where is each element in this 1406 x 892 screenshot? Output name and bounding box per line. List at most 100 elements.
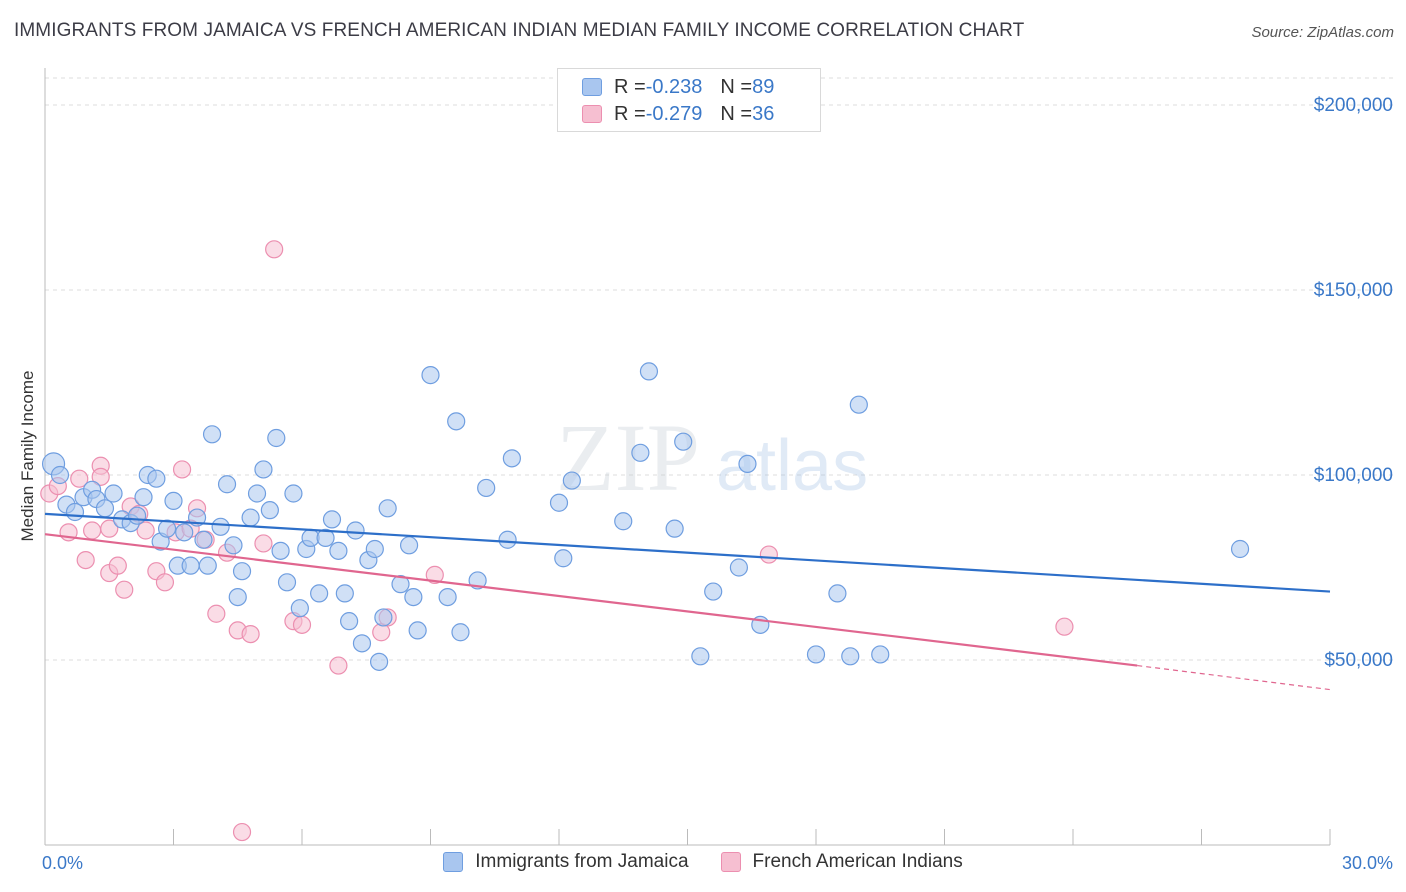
jamaica-point (841, 647, 860, 666)
jamaica-point (340, 612, 359, 631)
jamaica-point (639, 362, 659, 381)
legend-row-french: R = -0.279 N = 36 (582, 101, 774, 127)
jamaica-swatch (582, 78, 602, 96)
n-value: 36 (752, 102, 775, 125)
french-point (232, 822, 252, 842)
y-axis-label: Median Family Income (18, 370, 37, 541)
jamaica-point (241, 508, 260, 527)
jamaica-point (438, 587, 457, 607)
french-point (254, 534, 273, 553)
jamaica-point (502, 449, 521, 468)
french-point (100, 519, 119, 538)
jamaica-point (329, 541, 348, 560)
jamaica-point (562, 471, 581, 490)
jamaica-point (157, 519, 177, 538)
n-label: N = (720, 75, 753, 98)
watermark: ZIP atlas (556, 404, 868, 511)
legend-item-jamaica: Immigrants from Jamaica (443, 851, 689, 873)
jamaica-point (254, 460, 273, 479)
series-immigrants-from-jamaica (41, 362, 1250, 671)
jamaica-point (614, 512, 633, 531)
jamaica-point (729, 558, 749, 577)
french-point (265, 240, 284, 259)
french-point (76, 550, 95, 570)
jamaica-point (399, 536, 419, 555)
chart-title: IMMIGRANTS FROM JAMAICA VS FRENCH AMERIC… (14, 20, 1025, 41)
jamaica-point (181, 556, 200, 575)
jamaica-point (228, 587, 247, 607)
french-point (136, 521, 155, 540)
jamaica-point (175, 523, 194, 542)
jamaica-point (378, 499, 397, 518)
jamaica-point (549, 493, 569, 512)
jamaica-point (95, 499, 115, 518)
svg-text:ZIP: ZIP (556, 404, 700, 511)
jamaica-point (665, 519, 684, 538)
french-point (1055, 617, 1074, 636)
r-value: -0.238 (645, 75, 703, 98)
jamaica-point (871, 645, 890, 664)
legend-row-jamaica: R = -0.238 N = 89 (582, 74, 774, 100)
jamaica-trend-line (44, 512, 1331, 593)
jamaica-point (391, 575, 410, 594)
french-point (108, 556, 127, 575)
jamaica-point (365, 539, 384, 559)
jamaica-point (849, 395, 868, 414)
jamaica-point (202, 425, 222, 444)
jamaica-point (554, 549, 573, 568)
y-tick-label: $200,000 (1314, 95, 1393, 116)
french-point (207, 604, 226, 623)
jamaica-point (260, 501, 279, 520)
jamaica-point (370, 652, 389, 671)
legend-label: Immigrants from Jamaica (475, 851, 689, 872)
legend-label: French American Indians (752, 851, 963, 872)
jamaica-point (198, 556, 217, 575)
jamaica-point (217, 475, 237, 494)
y-tick-labels: $50,000 $100,000 $150,000 $200,000 (1314, 95, 1393, 671)
jamaica-point (290, 599, 309, 618)
jamaica-point (310, 584, 329, 603)
jamaica-point (451, 623, 470, 642)
jamaica-point (316, 528, 335, 548)
jamaica-point (352, 634, 372, 653)
jamaica-point (498, 530, 517, 549)
jamaica-point (50, 465, 70, 485)
jamaica-point (277, 573, 297, 592)
french-point (70, 469, 89, 488)
french-point (241, 624, 260, 644)
french-point (172, 460, 192, 479)
trend-lines (44, 512, 1331, 691)
x-tick-label-max: 30.0% (1341, 853, 1393, 873)
jamaica-point (284, 484, 303, 503)
legend-item-french: French American Indians (720, 851, 963, 873)
jamaica-point (134, 488, 153, 507)
french-point (292, 615, 312, 634)
r-value: -0.279 (645, 102, 703, 125)
bottom-legend: Immigrants from Jamaica French American … (0, 851, 1406, 873)
jamaica-point (194, 530, 213, 549)
r-label: R = (614, 102, 646, 125)
jamaica-point (828, 584, 847, 603)
jamaica-point (1230, 539, 1250, 559)
jamaica-point (631, 443, 650, 462)
jamaica-point (164, 491, 183, 510)
jamaica-point (247, 484, 267, 503)
jamaica-point (147, 469, 166, 488)
french-point (759, 545, 778, 564)
jamaica-point (477, 478, 496, 498)
y-tick-label: $150,000 (1314, 280, 1393, 301)
jamaica-point (447, 412, 466, 431)
x-tick-label-min: 0.0% (42, 853, 84, 873)
correlation-legend: R = -0.238 N = 89 R = -0.279 N = 36 (557, 68, 821, 132)
french-swatch (720, 852, 741, 872)
r-label: R = (614, 75, 646, 98)
french-trend-extension (1137, 664, 1331, 691)
jamaica-point (271, 541, 290, 560)
jamaica-point (267, 428, 286, 448)
jamaica-swatch (443, 852, 464, 872)
jamaica-point (704, 582, 723, 601)
french-swatch (582, 105, 602, 123)
french-point (91, 467, 110, 486)
y-tick-label: $50,000 (1324, 650, 1393, 671)
